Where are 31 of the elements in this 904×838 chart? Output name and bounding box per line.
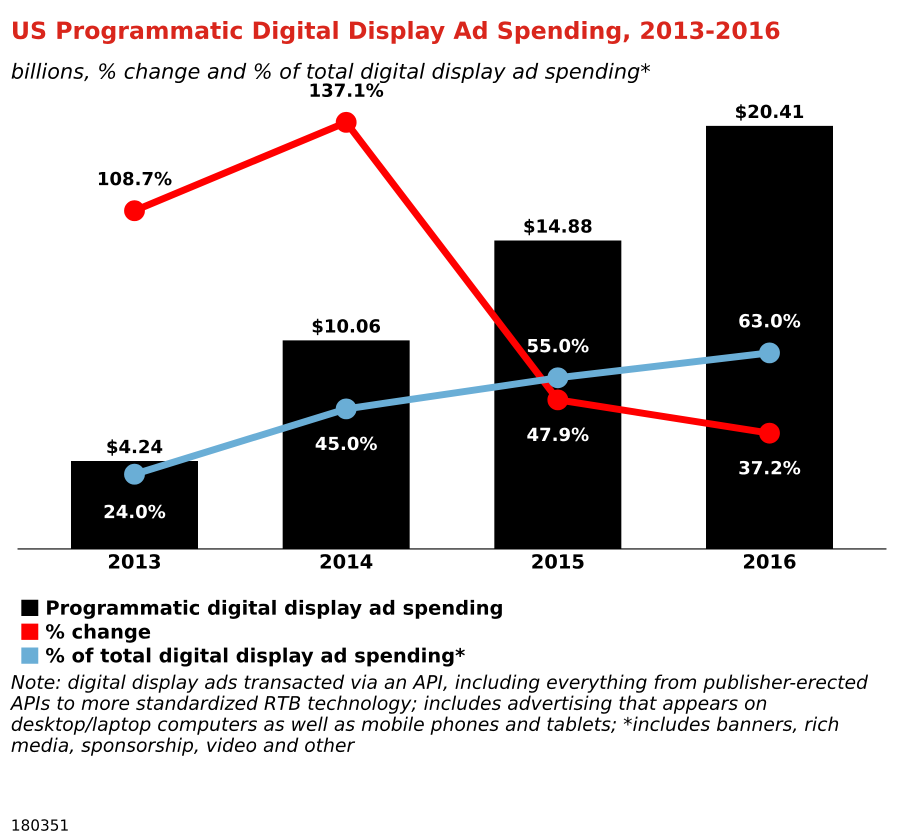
point [547,389,568,410]
data-label: 55.0% [528,338,589,352]
text: Note: digital display ads transacted via an API, including everything from publisher-erected APIs to more standardized RTB technology; includes advertising that appears on desktop/laptop computers as well as mobile phones and tablets; *includes banners, rich media, sponsorship, video and other [10,674,868,756]
data-label: $4.24 [107,439,162,456]
data-label: 47.9% [527,428,589,442]
x-tick-label: 2014 [320,554,372,569]
data-label: 37.2% [739,460,800,475]
point [124,464,145,485]
chart-title: US Programmatic Digital Display Ad Spending, 2013-2016 [13,20,780,44]
point [547,367,568,388]
data-label: $14.88 [524,218,592,236]
x-tick-label: 2016 [744,554,796,569]
text: 180351 [12,819,68,831]
legend-label: % change [46,624,150,643]
legend-label: Programmatic digital display ad spending [47,600,502,619]
data-label: 45.0% [316,436,377,450]
legend-label: % of total digital display ad spending* [46,648,465,667]
chart-subtitle: billions, % change and % of total digital display ad spending* [12,62,650,84]
point [124,200,145,222]
x-tick-label: 2015 [532,554,584,569]
x-tick-label: 2013 [108,554,160,569]
data-label: 24.0% [104,504,166,518]
data-label: 137.1% [310,83,384,98]
point [759,422,780,444]
data-label: 108.7% [98,172,172,186]
data-label: 63.0% [739,314,800,328]
point [336,398,357,420]
data-label: $20.41 [736,104,804,121]
point [336,112,357,133]
point [759,342,780,364]
data-label: $10.06 [312,318,380,336]
